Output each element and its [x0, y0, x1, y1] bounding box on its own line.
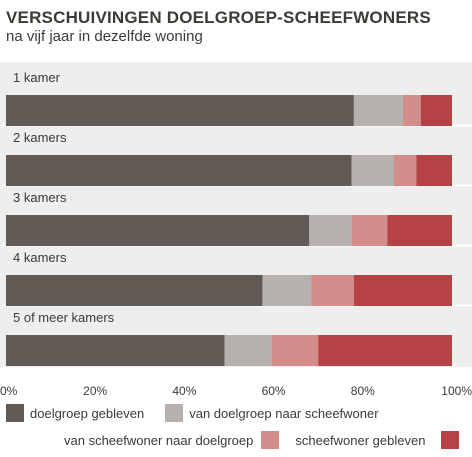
- x-tick-label: 20%: [83, 384, 107, 398]
- bar-segment: [6, 95, 354, 126]
- x-tick-label: 0%: [0, 384, 18, 398]
- bar-segment: [309, 215, 352, 246]
- x-tick-label: 80%: [351, 384, 375, 398]
- legend-swatch: [261, 431, 280, 449]
- x-tick-label: 100%: [441, 384, 472, 398]
- chart-subtitle: na vijf jaar in dezelfde woning: [6, 28, 203, 45]
- bar-segment: [353, 275, 452, 306]
- legend-swatch: [441, 431, 460, 449]
- bar-segment: [271, 335, 319, 366]
- chart-header: VERSCHUIVINGEN DOELGROEP-SCHEEFWONERS na…: [6, 8, 466, 46]
- bar-segment: [6, 215, 310, 246]
- legend-label: van doelgroep naar scheefwoner: [189, 405, 379, 421]
- legend-label: scheefwoner gebleven: [295, 432, 426, 448]
- legend-swatch: [6, 404, 24, 422]
- legend-row-1: doelgroep gebleven van doelgroep naar sc…: [6, 404, 379, 422]
- bar-segment: [416, 155, 452, 186]
- stacked-bar-chart: 1 kamer 2 kamers 3 kamers 4 kamers 5 of meer…: [0, 70, 472, 398]
- legend-item-van-doelgroep-naar-scheefwoner: van doelgroep naar scheefwoner: [165, 404, 379, 422]
- legend-item-doelgroep-gebleven: doelgroep gebleven: [6, 404, 144, 422]
- legend-item-van-scheefwoner-naar-doelgroep: van scheefwoner naar doelgroep: [64, 431, 280, 449]
- bar-segment: [387, 215, 452, 246]
- legend-label: doelgroep gebleven: [30, 405, 145, 421]
- category-label: 1 kamer: [13, 70, 61, 85]
- category-label: 2 kamers: [13, 130, 67, 145]
- legend-label: van scheefwoner naar doelgroep: [64, 432, 254, 448]
- x-tick-label: 40%: [172, 384, 196, 398]
- bar-segment: [351, 155, 395, 186]
- bar-segment: [394, 155, 417, 186]
- legend-item-scheefwoner-gebleven: scheefwoner gebleven: [295, 431, 460, 449]
- bar-segment: [353, 95, 403, 126]
- bar-segment: [351, 215, 388, 246]
- legend-swatch: [165, 404, 184, 422]
- chart-legend: doelgroep gebleven van doelgroep naar sc…: [0, 398, 472, 457]
- legend-row-2: van scheefwoner naar doelgroep scheefwon…: [64, 431, 460, 449]
- bar-segment: [6, 335, 225, 366]
- bar-segment: [224, 335, 272, 366]
- bar-segment: [311, 275, 354, 306]
- bar-segment: [402, 95, 421, 126]
- bar-segment: [6, 275, 263, 306]
- chart-title: VERSCHUIVINGEN DOELGROEP-SCHEEFWONERS: [6, 8, 431, 27]
- bar-segment: [420, 95, 452, 126]
- bar-segment: [262, 275, 312, 306]
- bar-segment: [6, 155, 352, 186]
- x-tick-label: 60%: [262, 384, 286, 398]
- category-label: 3 kamers: [13, 190, 67, 205]
- bar-segment: [318, 335, 452, 366]
- category-label: 4 kamers: [13, 250, 67, 265]
- category-label: 5 of meer kamers: [13, 310, 115, 325]
